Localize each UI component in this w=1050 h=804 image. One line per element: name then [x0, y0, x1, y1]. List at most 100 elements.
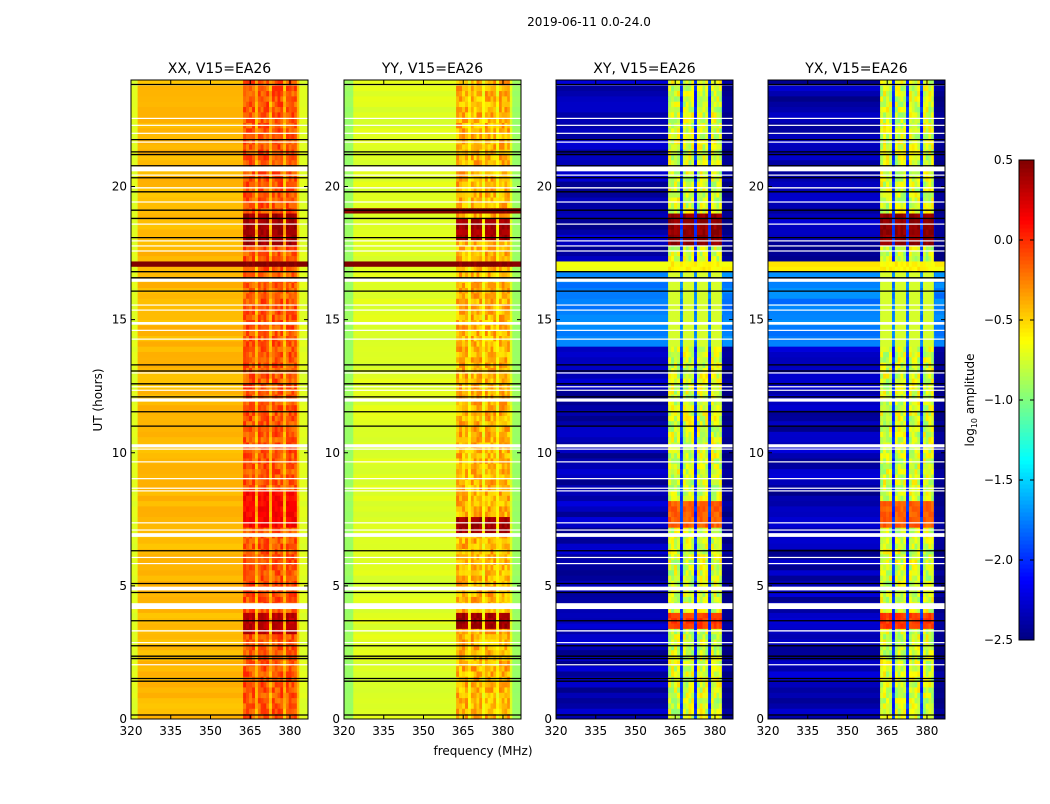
heatmap-cell: [261, 272, 264, 278]
heatmap-cell: [280, 96, 283, 102]
heatmap-cell: [353, 549, 456, 555]
heatmap-cell: [266, 479, 269, 485]
heatmap-cell: [471, 261, 474, 267]
heatmap-cell: [283, 639, 286, 645]
heatmap-cell: [353, 692, 456, 698]
heatmap-cell: [258, 101, 261, 107]
heatmap-cell: [255, 293, 258, 299]
heatmap-cell: [474, 437, 477, 443]
heatmap-cell: [249, 570, 252, 576]
heatmap-cell: [465, 336, 468, 342]
heatmap-cell: [485, 506, 488, 512]
heatmap-cell: [258, 554, 261, 560]
heatmap-cell: [280, 458, 283, 464]
heatmap-cell: [294, 703, 297, 709]
heatmap-cell: [255, 650, 258, 656]
heatmap-cell: [491, 495, 494, 501]
heatmap-cell: [131, 192, 138, 198]
heatmap-cell: [474, 256, 477, 262]
heatmap-cell: [258, 133, 261, 139]
heatmap-cell: [255, 692, 258, 698]
heatmap-cell: [269, 192, 272, 198]
heatmap-cell: [252, 431, 255, 437]
heatmap-cell: [510, 485, 513, 491]
heatmap-cell: [465, 298, 468, 304]
heatmap-cell: [474, 405, 477, 411]
heatmap-cell: [266, 453, 269, 459]
heatmap-cell: [294, 538, 297, 544]
heatmap-cell: [255, 96, 258, 102]
heatmap-cell: [493, 549, 496, 555]
heatmap-cell: [252, 517, 255, 523]
heatmap-cell: [255, 431, 258, 437]
heatmap-cell: [504, 650, 507, 656]
heatmap-cell: [263, 133, 266, 139]
heatmap-cell: [294, 447, 297, 453]
heatmap-cell: [283, 112, 286, 118]
heatmap-cell: [275, 570, 278, 576]
heatmap-cell: [507, 298, 510, 304]
heatmap-cell: [499, 597, 502, 603]
heatmap-cell: [272, 698, 275, 704]
heatmap-cell: [266, 155, 269, 161]
heatmap-cell: [263, 458, 266, 464]
heatmap-cell: [297, 597, 300, 603]
heatmap-cell: [243, 538, 246, 544]
heatmap-cell: [269, 181, 272, 187]
heatmap-cell: [297, 613, 300, 619]
heatmap-cell: [510, 453, 513, 459]
heatmap-cell: [286, 144, 289, 150]
heatmap-cell: [459, 378, 462, 384]
heatmap-cell: [502, 575, 505, 581]
heatmap-cell: [479, 543, 482, 549]
heatmap-cell: [283, 181, 286, 187]
heatmap-cell: [510, 495, 513, 501]
heatmap-cell: [485, 330, 488, 336]
heatmap-cell: [258, 517, 261, 523]
heatmap-cell: [261, 426, 264, 432]
heatmap-cell: [488, 543, 491, 549]
heatmap-cell: [131, 437, 138, 443]
heatmap-cell: [504, 623, 507, 629]
heatmap-cell: [278, 101, 281, 107]
heatmap-cell: [258, 565, 261, 571]
flagged-row: [131, 461, 308, 462]
heatmap-cell: [283, 229, 286, 235]
heatmap-cell: [507, 597, 510, 603]
heatmap-cell: [502, 506, 505, 512]
heatmap-cell: [507, 272, 510, 278]
heatmap-cell: [272, 463, 275, 469]
heatmap-cell: [462, 549, 465, 555]
heatmap-cell: [269, 431, 272, 437]
heatmap-cell: [138, 613, 244, 619]
heatmap-cell: [269, 272, 272, 278]
heatmap-cell: [252, 282, 255, 288]
heatmap-cell: [459, 410, 462, 416]
heatmap-cell: [297, 650, 300, 656]
heatmap-cell: [266, 298, 269, 304]
heatmap-cell: [261, 298, 264, 304]
heatmap-cell: [263, 155, 266, 161]
heatmap-cell: [465, 410, 468, 416]
heatmap-cell: [465, 703, 468, 709]
heatmap-cell: [283, 623, 286, 629]
heatmap-cell: [502, 692, 505, 698]
heatmap-cell: [353, 352, 456, 358]
heatmap-cell: [344, 634, 354, 640]
heatmap-cell: [485, 431, 488, 437]
flagged-row: [131, 529, 308, 530]
heatmap-cell: [131, 517, 138, 523]
heatmap-cell: [479, 613, 482, 619]
heatmap-cell: [255, 698, 258, 704]
heatmap-cell: [476, 426, 479, 432]
heatmap-cell: [263, 314, 266, 320]
heatmap-cell: [476, 554, 479, 560]
heatmap-cell: [243, 708, 246, 714]
heatmap-cell: [246, 437, 249, 443]
heatmap-cell: [510, 554, 513, 560]
heatmap-cell: [272, 160, 275, 166]
heatmap-cell: [246, 101, 249, 107]
heatmap-cell: [266, 517, 269, 523]
heatmap-cell: [280, 85, 283, 91]
heatmap-cell: [131, 101, 138, 107]
